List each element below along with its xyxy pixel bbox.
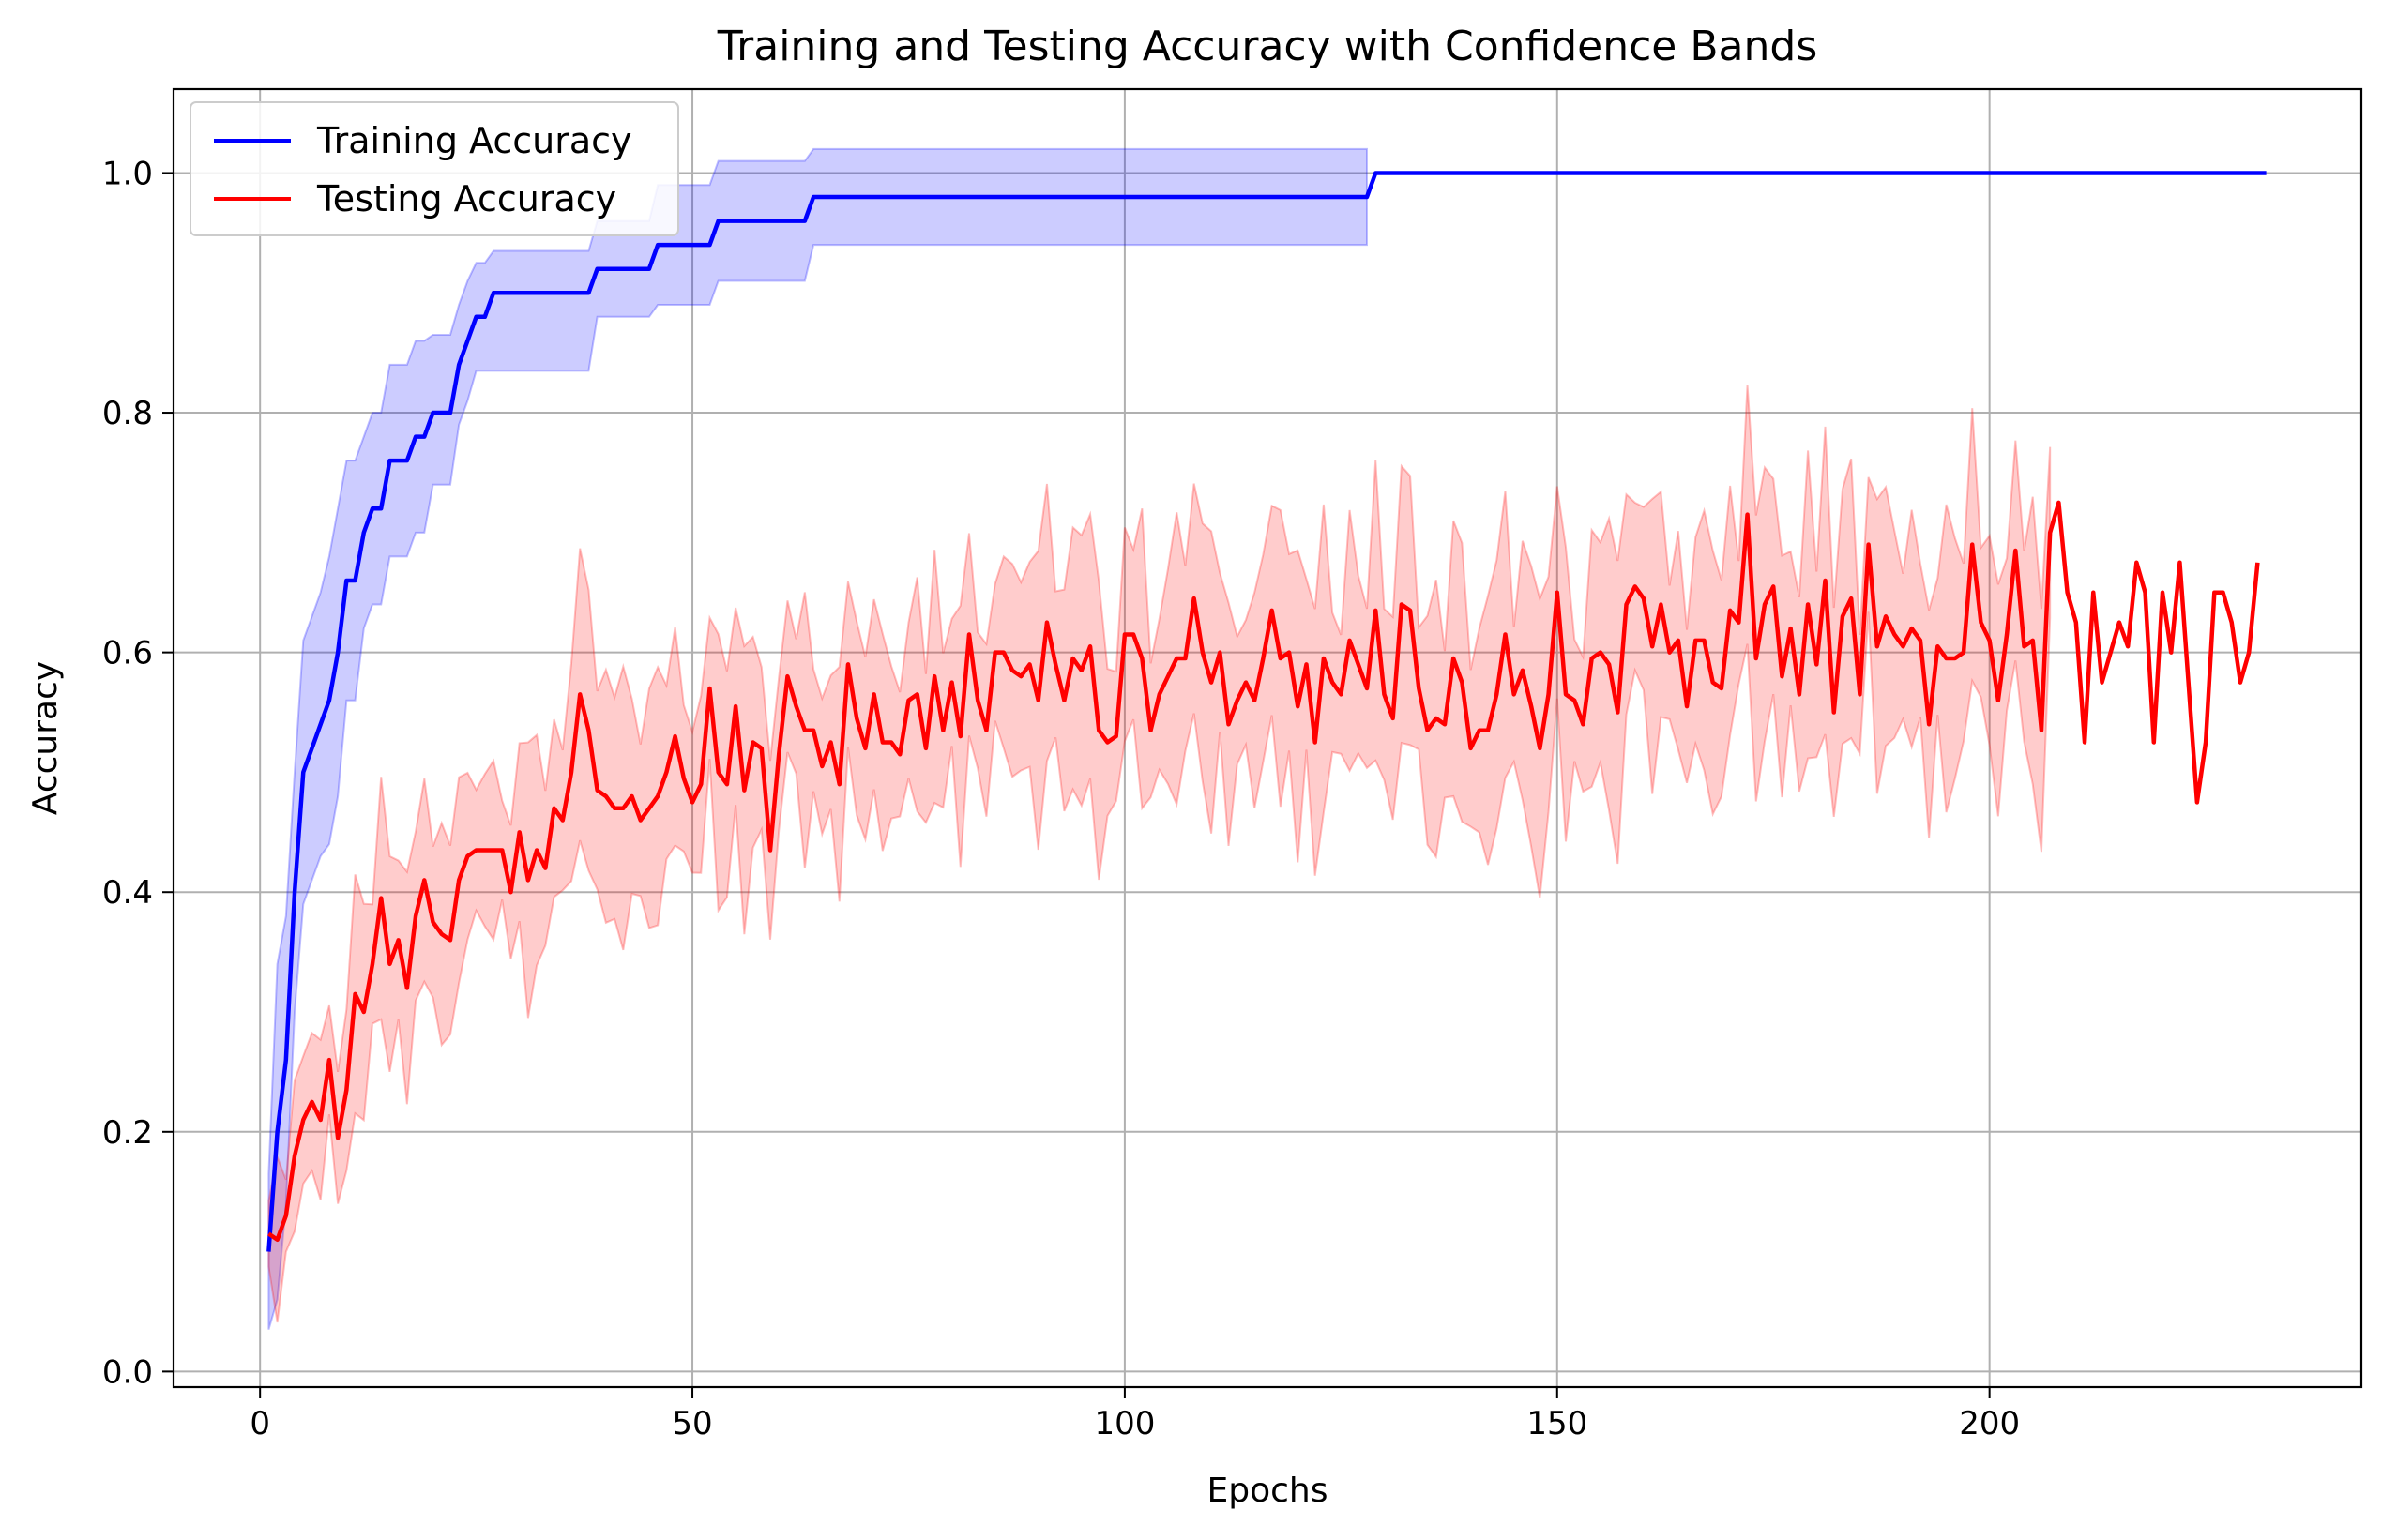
legend-label-testing: Testing Accuracy [316,178,616,219]
x-tick-label: 100 [1094,1405,1155,1442]
x-tick-label: 0 [250,1405,270,1442]
y-tick-label: 0.6 [102,635,153,672]
confidence-bands [267,147,2052,1330]
legend: Training Accuracy Testing Accuracy [190,101,679,236]
x-tick-label: 50 [672,1405,712,1442]
y-tick-label: 0.4 [102,874,153,912]
testing-confidence-band [267,385,2052,1323]
plot-frame [172,87,2363,1389]
axis-ticks: 0 50 100 150 200 0.0 0.2 0.4 0.6 0.8 1.0 [102,155,2020,1442]
y-tick-label: 0.8 [102,395,153,432]
legend-label-training: Training Accuracy [316,120,632,161]
x-tick-label: 150 [1526,1405,1587,1442]
y-tick-label: 1.0 [102,155,153,192]
y-tick-label: 0.0 [102,1353,153,1391]
x-axis-label: Epochs [1207,1472,1328,1510]
training-accuracy-line [266,171,2267,1252]
series-lines [266,171,2267,1252]
testing-accuracy-line [267,500,2260,1243]
y-axis-label: Accuracy [26,661,65,815]
training-confidence-band [267,147,1368,1330]
x-tick-label: 200 [1959,1405,2020,1442]
chart-title: Training and Testing Accuracy with Confi… [717,23,1818,70]
legend-box [190,101,679,236]
y-tick-label: 0.2 [102,1114,153,1152]
